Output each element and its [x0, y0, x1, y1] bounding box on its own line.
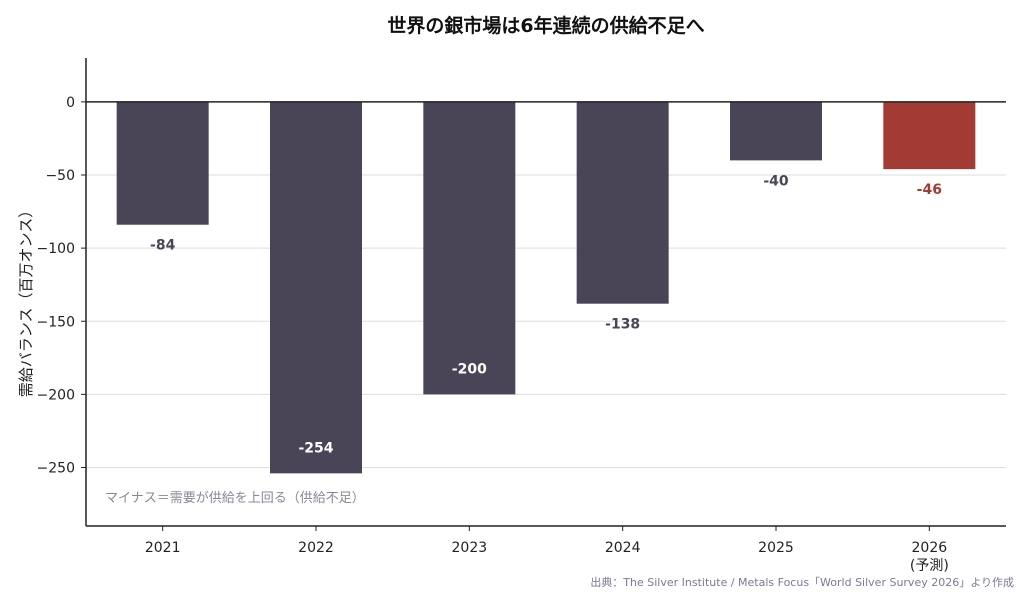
- x-tick-label: 2021: [145, 540, 181, 556]
- x-tick-label-line: 2024: [605, 540, 641, 556]
- chart-title: 世界の銀市場は6年連続の供給不足へ: [387, 14, 704, 37]
- y-axis-label: 需給バランス（百万オンス）: [17, 203, 35, 397]
- bar-2021: [116, 101, 209, 225]
- chart-annotation: マイナス＝需要が供給を上回る（供給不足）: [105, 491, 365, 506]
- bar-2024: [576, 101, 669, 304]
- bar-layer: [116, 101, 976, 474]
- data-label: -254: [298, 440, 333, 456]
- data-label: -84: [150, 238, 176, 254]
- data-label: -46: [917, 182, 942, 198]
- label-layer: -84 -254 -200 -138 -40 -46: [150, 173, 942, 456]
- grid-layer: [86, 174, 1006, 468]
- x-tick-label: 2025: [758, 540, 794, 556]
- bar-2023: [423, 101, 516, 395]
- y-tick-label: −150: [37, 314, 75, 330]
- x-tick-label-line: (予測): [910, 558, 949, 574]
- x-tick-label: 2024: [605, 540, 641, 556]
- bar-2026: [883, 101, 976, 170]
- x-tick-label-line: 2025: [758, 540, 794, 556]
- x-tick-label-line: 2022: [298, 540, 334, 556]
- data-label: -138: [605, 317, 640, 333]
- chart-source: 出典：The Silver Institute / Metals Focus「W…: [590, 575, 1014, 589]
- y-tick-label: 0: [66, 95, 75, 111]
- x-tick-label: 2022: [298, 540, 334, 556]
- x-tick-label-line: 2026: [912, 540, 948, 556]
- bar-2025: [730, 101, 822, 161]
- y-tick-label: −50: [45, 168, 75, 184]
- x-tick-label: 2023: [452, 540, 488, 556]
- y-tick-label: −250: [37, 461, 75, 477]
- data-label: -200: [452, 361, 487, 377]
- x-tick-label-line: 2021: [145, 540, 181, 556]
- y-tick-label: −200: [37, 387, 75, 403]
- y-tick-label: −100: [37, 241, 75, 257]
- x-tick-label: 2026 (予測): [910, 540, 949, 574]
- x-tick-label-line: 2023: [452, 540, 488, 556]
- bar-2022: [270, 101, 362, 474]
- axis-layer: 0 −50 −100 −150 −200 −250 2021 2022 2023 2024 2025…: [37, 58, 1006, 574]
- data-label: -40: [763, 173, 789, 189]
